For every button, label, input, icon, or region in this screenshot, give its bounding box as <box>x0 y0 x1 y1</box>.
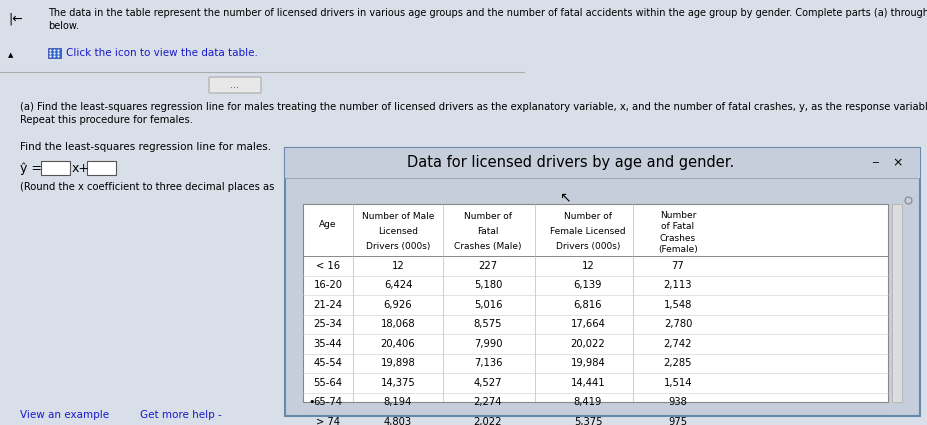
Text: •: • <box>308 397 314 407</box>
FancyBboxPatch shape <box>48 48 61 58</box>
Text: x+: x+ <box>72 162 90 175</box>
FancyBboxPatch shape <box>891 204 901 402</box>
FancyBboxPatch shape <box>285 148 919 178</box>
Text: 938: 938 <box>667 397 687 407</box>
Text: 6,424: 6,424 <box>384 280 412 290</box>
Text: 4,803: 4,803 <box>384 417 412 425</box>
Text: ↖: ↖ <box>558 190 569 204</box>
Text: Crashes: Crashes <box>659 234 695 243</box>
Text: 35-44: 35-44 <box>313 339 342 349</box>
Text: Repeat this procedure for females.: Repeat this procedure for females. <box>20 115 193 125</box>
Text: 5,016: 5,016 <box>474 300 502 310</box>
Text: ŷ =: ŷ = <box>20 162 42 175</box>
Text: (Female): (Female) <box>657 245 697 254</box>
Text: 25-34: 25-34 <box>313 319 342 329</box>
Text: 227: 227 <box>478 261 497 271</box>
Text: 2,780: 2,780 <box>663 319 692 329</box>
Text: 2,285: 2,285 <box>663 358 692 368</box>
Text: Crashes (Male): Crashes (Male) <box>453 242 521 251</box>
Text: of Fatal: of Fatal <box>661 222 693 231</box>
Text: Find the least-squares regression line for males.: Find the least-squares regression line f… <box>20 142 271 152</box>
Text: Drivers (000s): Drivers (000s) <box>365 242 430 251</box>
Text: Number: Number <box>659 211 695 220</box>
Text: 975: 975 <box>667 417 687 425</box>
Text: 8,575: 8,575 <box>474 319 502 329</box>
Text: 6,816: 6,816 <box>573 300 602 310</box>
Text: 6,926: 6,926 <box>383 300 412 310</box>
FancyBboxPatch shape <box>42 161 70 175</box>
Text: ...: ... <box>230 80 239 90</box>
Text: 14,441: 14,441 <box>570 378 604 388</box>
Text: 45-54: 45-54 <box>313 358 342 368</box>
Text: 12: 12 <box>581 261 593 271</box>
Text: Age: Age <box>319 220 337 229</box>
FancyBboxPatch shape <box>285 148 919 416</box>
Text: 14,375: 14,375 <box>380 378 415 388</box>
Text: < 16: < 16 <box>315 261 339 271</box>
Text: > 74: > 74 <box>316 417 339 425</box>
Text: Number of: Number of <box>564 212 611 221</box>
Text: 77: 77 <box>671 261 683 271</box>
Text: 7,136: 7,136 <box>474 358 502 368</box>
Text: ▲: ▲ <box>8 52 13 58</box>
Text: (Round the x coefficient to three decimal places as: (Round the x coefficient to three decima… <box>20 182 274 192</box>
Text: 8,419: 8,419 <box>573 397 602 407</box>
Text: 2,742: 2,742 <box>663 339 692 349</box>
Text: 21-24: 21-24 <box>313 300 342 310</box>
Text: 1,548: 1,548 <box>663 300 692 310</box>
FancyBboxPatch shape <box>303 204 887 402</box>
Text: 6,139: 6,139 <box>573 280 602 290</box>
Text: 8,194: 8,194 <box>384 397 412 407</box>
Text: 12: 12 <box>391 261 404 271</box>
Text: 7,990: 7,990 <box>474 339 502 349</box>
Text: 19,984: 19,984 <box>570 358 604 368</box>
Text: 19,898: 19,898 <box>380 358 415 368</box>
Text: Fatal: Fatal <box>476 227 498 236</box>
Text: 5,375: 5,375 <box>573 417 602 425</box>
Text: ×: × <box>891 156 902 170</box>
Text: 5,180: 5,180 <box>474 280 502 290</box>
Text: 17,664: 17,664 <box>570 319 604 329</box>
Text: 20,022: 20,022 <box>570 339 604 349</box>
Text: 55-64: 55-64 <box>313 378 342 388</box>
Text: (a) Find the least-squares regression line for males treating the number of lice: (a) Find the least-squares regression li… <box>20 102 927 112</box>
Text: Get more help -: Get more help - <box>140 410 222 420</box>
Text: 20,406: 20,406 <box>380 339 415 349</box>
Text: |←: |← <box>8 12 23 25</box>
FancyBboxPatch shape <box>87 161 117 175</box>
Text: 2,113: 2,113 <box>663 280 692 290</box>
Text: Number of: Number of <box>464 212 512 221</box>
Text: The data in the table represent the number of licensed drivers in various age gr: The data in the table represent the numb… <box>48 8 927 18</box>
Text: 4,527: 4,527 <box>474 378 502 388</box>
Text: 65-74: 65-74 <box>313 397 342 407</box>
Text: Click the icon to view the data table.: Click the icon to view the data table. <box>66 48 258 58</box>
Text: Licensed: Licensed <box>377 227 417 236</box>
Text: Number of Male: Number of Male <box>362 212 434 221</box>
Text: Drivers (000s): Drivers (000s) <box>555 242 619 251</box>
Text: 18,068: 18,068 <box>380 319 415 329</box>
Text: ─: ─ <box>871 158 877 168</box>
Text: 2,274: 2,274 <box>474 397 502 407</box>
FancyBboxPatch shape <box>209 77 260 93</box>
Text: 2,022: 2,022 <box>474 417 502 425</box>
Text: 16-20: 16-20 <box>313 280 342 290</box>
Text: View an example: View an example <box>20 410 109 420</box>
Text: Female Licensed: Female Licensed <box>550 227 625 236</box>
Text: below.: below. <box>48 21 79 31</box>
Text: Data for licensed drivers by age and gender.: Data for licensed drivers by age and gen… <box>407 156 733 170</box>
Text: 1,514: 1,514 <box>663 378 692 388</box>
